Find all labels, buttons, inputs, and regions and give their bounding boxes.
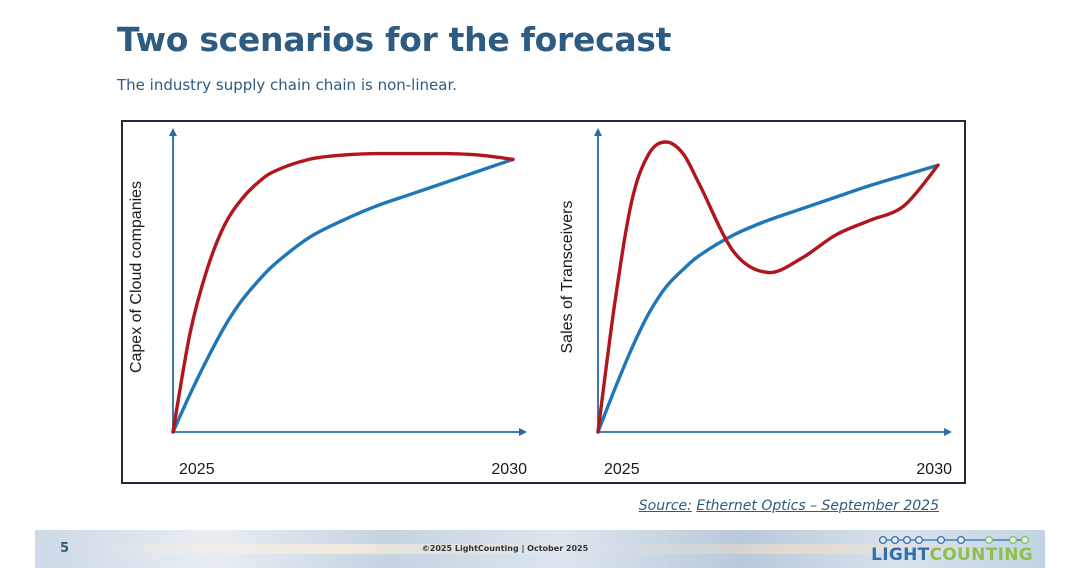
- chart2-series-blue: [596, 163, 940, 434]
- source-label[interactable]: Source:: [638, 498, 692, 514]
- charts-frame: Capex of Cloud companies 2025 2030 Sales of…: [121, 120, 966, 484]
- logo-word-light: LIGHT: [871, 545, 930, 565]
- source-link[interactable]: Ethernet Optics – September 2025: [696, 498, 939, 514]
- chart1-tick-label-start: 2025: [179, 461, 215, 478]
- copyright-text: ©2025 LightCounting | October 2025: [421, 544, 589, 553]
- logo-word-counting: COUNTING: [929, 545, 1033, 565]
- chart2-y-label: Sales of Transceivers: [559, 201, 576, 354]
- lightcounting-logo: LIGHTCOUNTING: [871, 532, 1033, 568]
- footer-bar: 5 ©2025 LightCounting | October 2025 LIG…: [35, 530, 1045, 568]
- chart1-series-blue: [171, 157, 515, 434]
- logo-wordmark: LIGHTCOUNTING: [871, 545, 1033, 565]
- chart2-tick-label-start: 2025: [604, 461, 640, 478]
- logo-network-icon: [878, 535, 1030, 545]
- charts-canvas: Capex of Cloud companies 2025 2030 Sales of…: [128, 128, 952, 478]
- chart1-y-label: Capex of Cloud companies: [128, 181, 145, 373]
- chart2-series-red: [596, 140, 940, 434]
- slide-title: Two scenarios for the forecast: [117, 20, 672, 59]
- page-number: 5: [60, 541, 70, 556]
- slide-subtitle: The industry supply chain chain is non-l…: [117, 76, 458, 94]
- footer-light-streak: [35, 544, 1045, 554]
- source-citation: Source: Ethernet Optics – September 2025: [639, 498, 939, 514]
- chart1-series-red: [171, 151, 515, 434]
- chart2-tick-label-end: 2030: [916, 461, 952, 478]
- chart1-tick-label-end: 2030: [491, 461, 527, 478]
